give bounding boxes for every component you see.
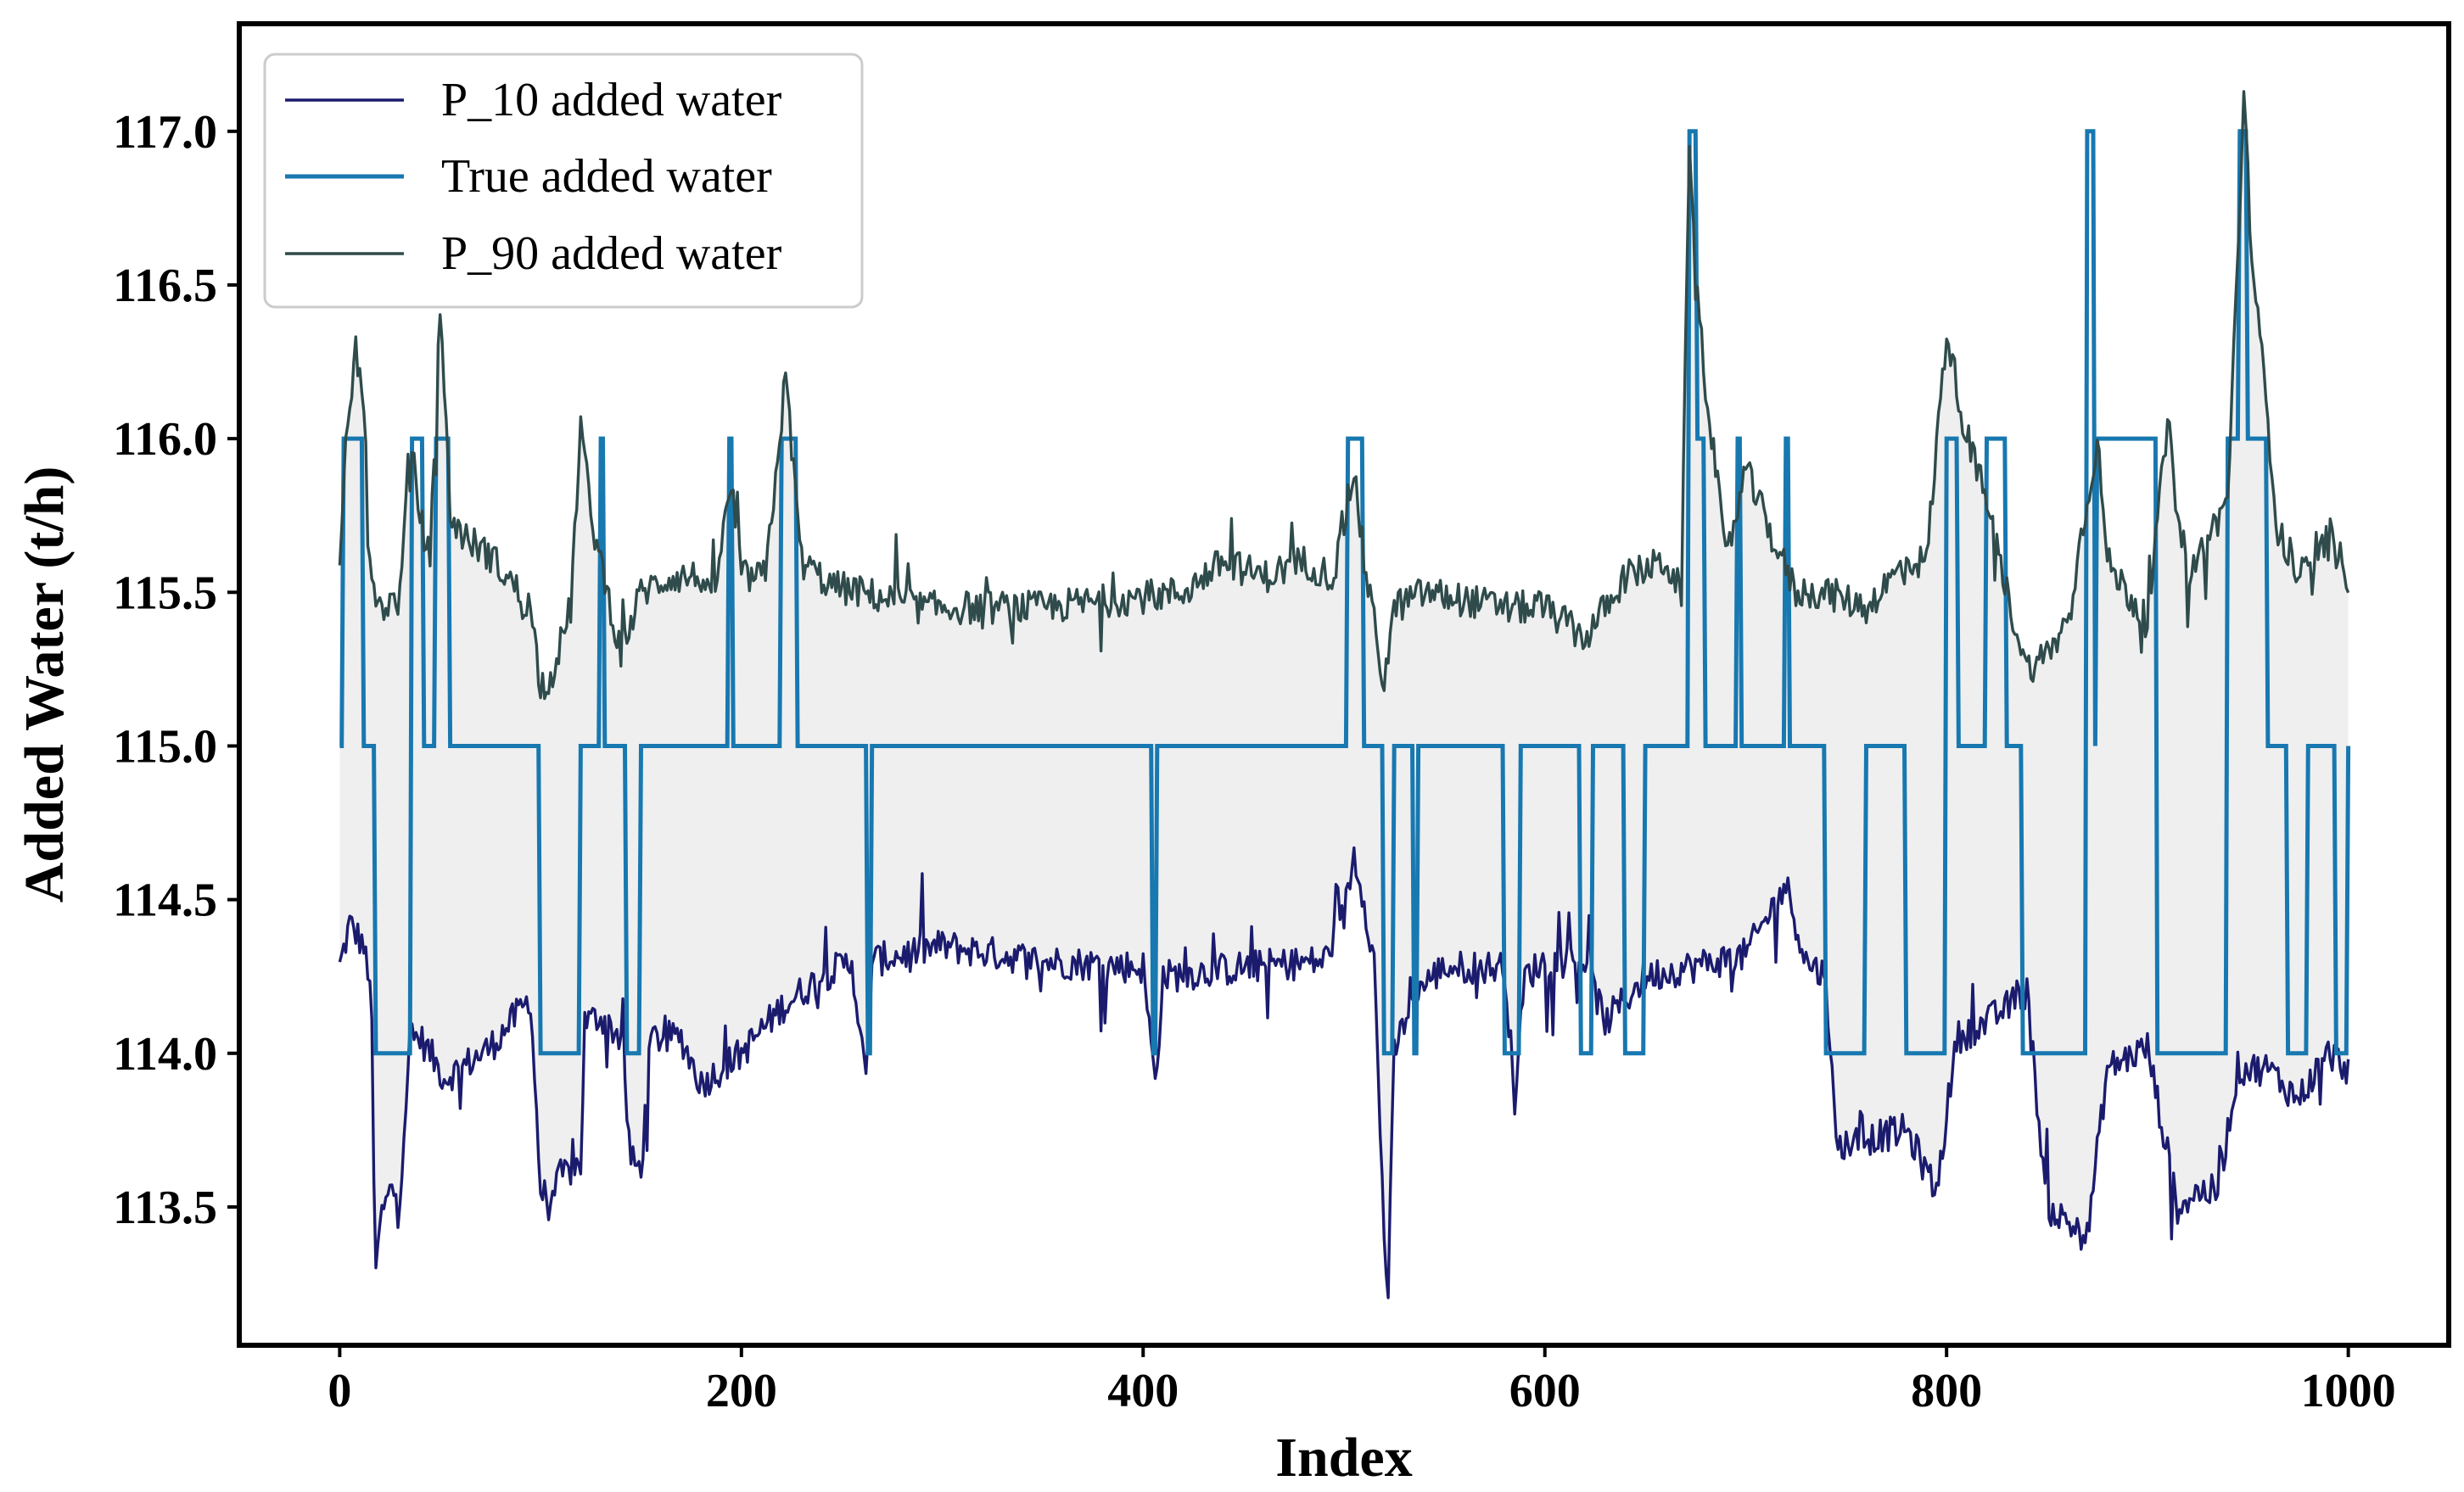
x-tick-label: 600 [1509,1365,1581,1417]
legend-label-p10: P_10 added water [441,74,782,126]
y-tick-label: 115.5 [113,567,217,619]
y-tick-label: 114.0 [113,1028,217,1081]
plot-frame [237,21,2451,1348]
y-tick-label: 116.0 [113,413,217,466]
series-p10-added-water [338,846,2350,1299]
plot-area [338,90,2351,1299]
series-p90-added-water [338,90,2350,701]
x-axis: 0 200 400 600 800 1000 [328,1345,2396,1417]
legend: P_10 added water True added water P_90 a… [263,53,864,309]
x-tick-label: 1000 [2301,1365,2396,1417]
y-axis: 113.5 114.0 114.5 115.0 115.5 116.0 116.5 117.0 [113,106,239,1234]
legend-frame [263,53,864,309]
x-tick-label: 200 [706,1365,777,1417]
y-axis-title: Added Water (t/h) [14,467,76,903]
legend-label-true: True added water [441,150,772,203]
y-tick-label: 116.5 [113,260,217,312]
x-tick-label: 0 [328,1365,351,1417]
y-tick-label: 117.0 [113,106,217,159]
prediction-interval-band [339,91,2349,1298]
y-tick-label: 115.0 [113,720,217,773]
series-true-added-water [339,129,2351,1056]
y-tick-label: 114.5 [113,875,217,927]
y-tick-label: 113.5 [113,1182,217,1234]
x-axis-title: Index [1275,1427,1412,1489]
x-tick-label: 400 [1107,1365,1179,1417]
legend-label-p90: P_90 added water [441,227,782,280]
x-tick-label: 800 [1911,1365,1982,1417]
